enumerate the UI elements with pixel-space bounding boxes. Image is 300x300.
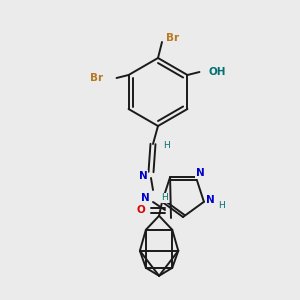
Text: N: N — [206, 195, 214, 205]
Text: OH: OH — [209, 67, 226, 77]
Text: N: N — [139, 171, 147, 181]
Text: H: H — [163, 142, 170, 151]
Text: H: H — [218, 201, 225, 210]
Text: O: O — [136, 205, 146, 215]
Text: N: N — [196, 168, 204, 178]
Text: H: H — [162, 194, 168, 202]
Text: N: N — [141, 193, 149, 203]
Text: Br: Br — [167, 33, 180, 43]
Text: Br: Br — [90, 73, 103, 83]
